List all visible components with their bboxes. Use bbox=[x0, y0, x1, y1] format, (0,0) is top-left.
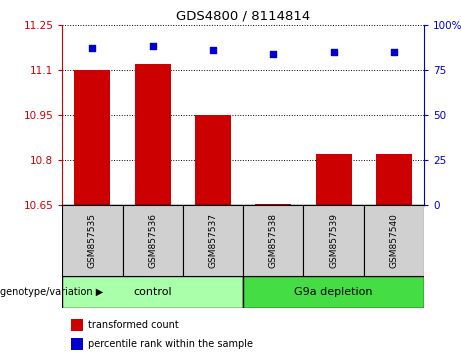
Bar bbox=[255, 204, 291, 205]
Bar bbox=[195, 115, 231, 205]
Point bbox=[209, 47, 217, 53]
Bar bbox=[74, 70, 111, 205]
Text: percentile rank within the sample: percentile rank within the sample bbox=[88, 339, 253, 349]
Point bbox=[149, 44, 156, 49]
Bar bbox=[62, 276, 243, 308]
Point bbox=[330, 49, 337, 55]
Text: G9a depletion: G9a depletion bbox=[295, 287, 373, 297]
Text: genotype/variation ▶: genotype/variation ▶ bbox=[0, 287, 103, 297]
Bar bbox=[243, 205, 303, 276]
Text: GSM857535: GSM857535 bbox=[88, 213, 97, 268]
Text: GSM857539: GSM857539 bbox=[329, 213, 338, 268]
Title: GDS4800 / 8114814: GDS4800 / 8114814 bbox=[176, 9, 310, 22]
Text: GSM857537: GSM857537 bbox=[208, 213, 218, 268]
Bar bbox=[315, 154, 352, 205]
Text: transformed count: transformed count bbox=[88, 320, 178, 330]
Bar bbox=[183, 205, 243, 276]
Point bbox=[390, 49, 398, 55]
Bar bbox=[62, 205, 123, 276]
Bar bbox=[364, 205, 424, 276]
Bar bbox=[376, 154, 412, 205]
Bar bbox=[135, 64, 171, 205]
Text: GSM857540: GSM857540 bbox=[390, 213, 398, 268]
Bar bbox=[243, 276, 424, 308]
Bar bbox=[303, 205, 364, 276]
Bar bbox=[123, 205, 183, 276]
Text: control: control bbox=[133, 287, 172, 297]
Text: GSM857536: GSM857536 bbox=[148, 213, 157, 268]
Point bbox=[89, 45, 96, 51]
Point bbox=[270, 51, 277, 57]
Text: GSM857538: GSM857538 bbox=[269, 213, 278, 268]
